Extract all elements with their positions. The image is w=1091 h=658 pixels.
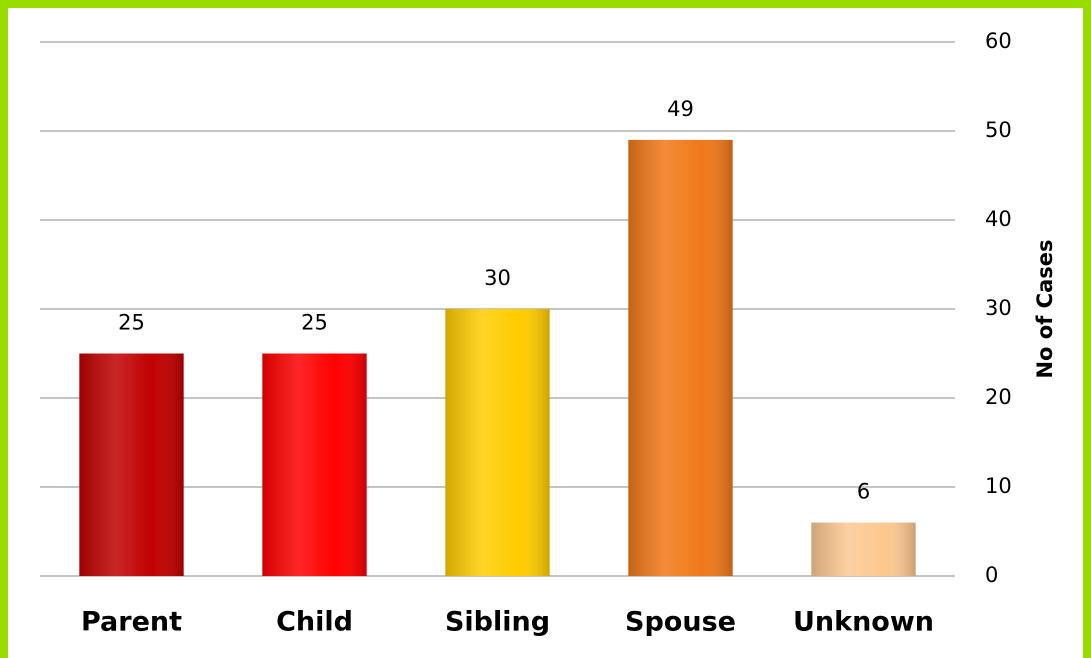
y-tick-label: 0: [985, 563, 998, 587]
data-label: 6: [857, 480, 870, 504]
x-tick-label: Parent: [81, 607, 182, 638]
bar-shine: [445, 309, 550, 576]
y-tick-label: 30: [985, 296, 1012, 320]
data-label: 25: [301, 311, 328, 335]
x-tick-label: Spouse: [625, 607, 736, 638]
bar-shine: [79, 353, 184, 576]
bar-shine: [628, 139, 733, 576]
data-label: 25: [118, 311, 145, 335]
y-tick-label: 20: [985, 385, 1012, 409]
y-axis-label: No of Cases: [1033, 239, 1057, 378]
y-tick-label: 60: [985, 29, 1012, 53]
y-tick-label: 40: [985, 207, 1012, 231]
y-tick-label: 10: [985, 474, 1012, 498]
x-tick-label: Sibling: [445, 607, 550, 638]
x-tick-label: Unknown: [793, 607, 934, 638]
x-tick-label: Child: [276, 607, 353, 638]
bar-shine: [811, 522, 916, 576]
data-label: 49: [667, 97, 694, 121]
y-tick-label: 50: [985, 118, 1012, 142]
bar-shine: [262, 353, 367, 576]
data-label: 30: [484, 266, 511, 290]
